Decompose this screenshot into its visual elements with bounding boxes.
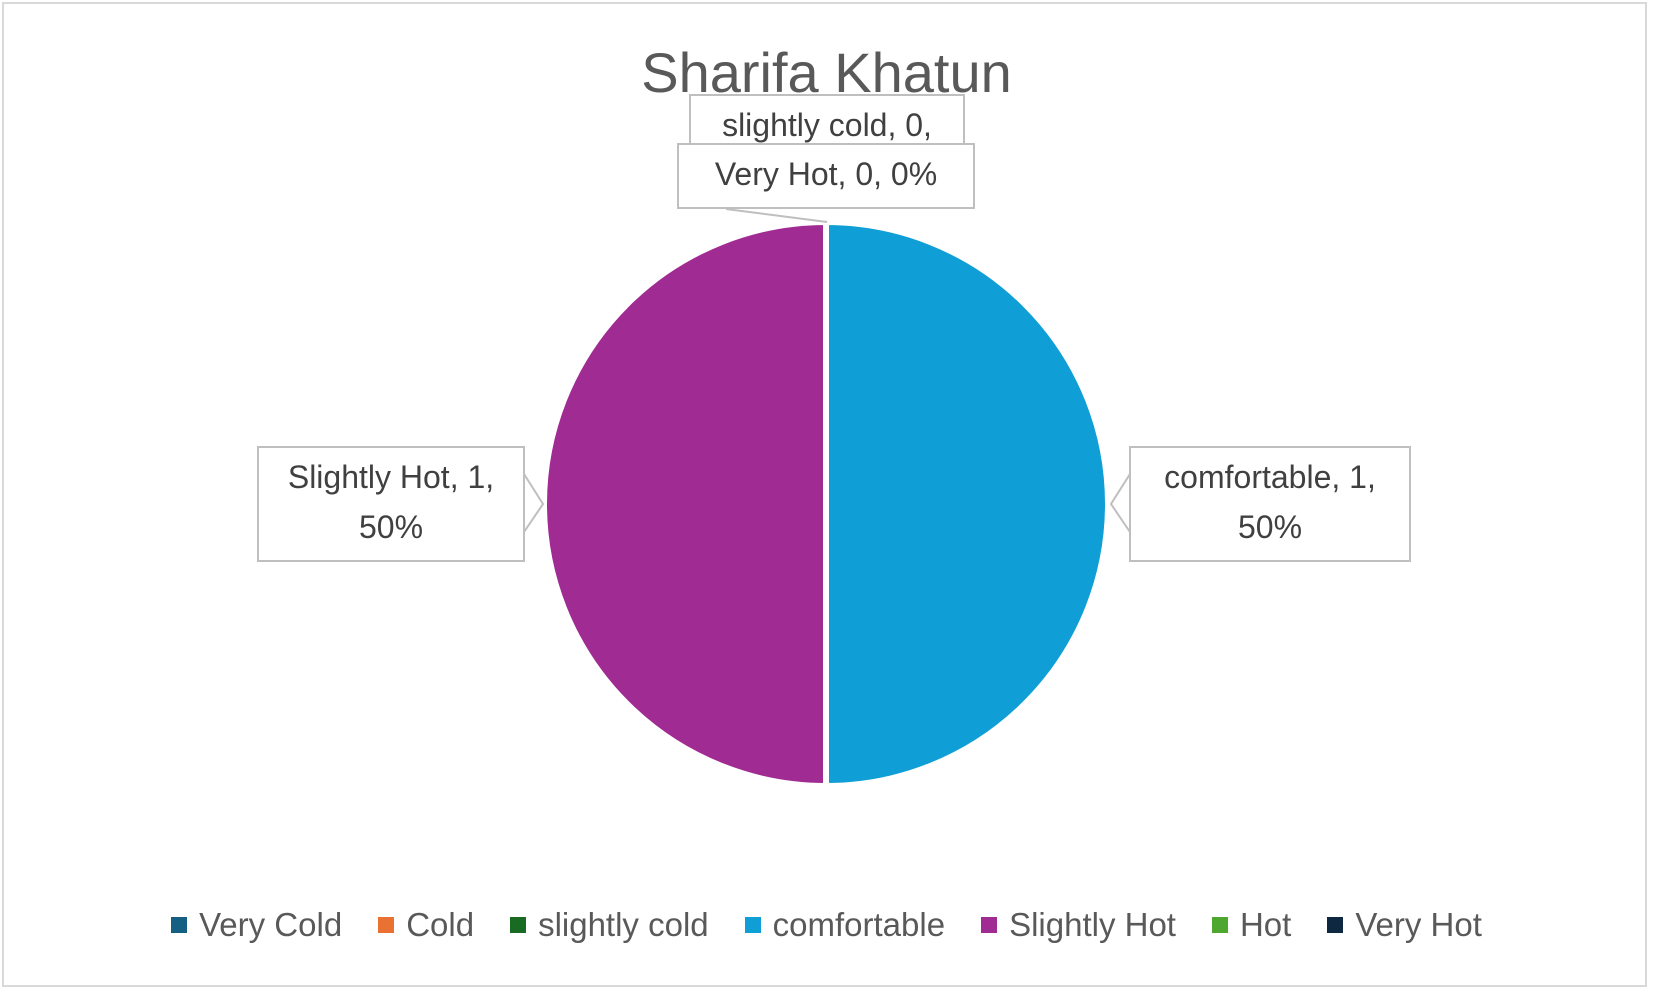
legend-entry-very-cold[interactable]: Very Cold [171,906,342,944]
legend-entry-very-hot[interactable]: Very Hot [1327,906,1482,944]
legend-swatch-very-hot [1327,917,1344,933]
data-label-slightly-hot-line2: 50% [358,509,424,545]
legend-swatch-comfortable [744,917,761,933]
legend-swatch-very-cold [171,917,188,933]
data-label-comfortable-line1: comfortable, 1, [1164,459,1376,495]
legend-label-slightly-hot: Slightly Hot [1009,906,1176,943]
legend-label-cold: Cold [406,906,475,943]
data-label-slightly-hot-line1: Slightly Hot, 1, [287,459,495,495]
legend-swatch-cold [378,917,395,933]
legend-swatch-hot [1211,917,1228,933]
data-label-comfortable-line2: 50% [1237,509,1303,545]
legend-label-very-hot: Very Hot [1355,906,1482,943]
data-label-comfortable: comfortable, 1, 50% [1129,446,1411,562]
legend-swatch-slightly-hot [981,917,998,933]
data-label-slightly-cold-text: slightly cold, 0, [722,107,932,143]
legend-entry-slightly-cold[interactable]: slightly cold [510,906,709,944]
pie-slice-comfortable [823,218,1111,790]
legend-label-comfortable: comfortable [772,906,946,943]
chart-title: Sharifa Khatun [641,41,1012,104]
legend-entry-cold[interactable]: Cold [378,906,474,944]
pie-slice-slightly-hot [541,218,829,790]
data-label-slightly-hot: Slightly Hot, 1, 50% [257,446,525,562]
legend-label-very-cold: Very Cold [199,906,343,943]
legend-entry-hot[interactable]: Hot [1211,906,1292,944]
callout-pointer-slightly-hot [523,470,545,536]
legend-swatch-slightly-cold [510,917,527,933]
leader-line-top [725,208,828,223]
legend-entry-slightly-hot[interactable]: Slightly Hot [981,906,1176,944]
legend: Very Cold Cold slightly cold comfortable… [0,900,1653,950]
legend-label-slightly-cold: slightly cold [538,906,709,943]
data-label-very-hot-text: Very Hot, 0, 0% [714,156,938,192]
callout-pointer-comfortable [1109,470,1131,536]
data-label-very-hot: Very Hot, 0, 0% [677,143,975,209]
legend-label-hot: Hot [1239,906,1292,943]
legend-entry-comfortable[interactable]: comfortable [744,906,946,944]
